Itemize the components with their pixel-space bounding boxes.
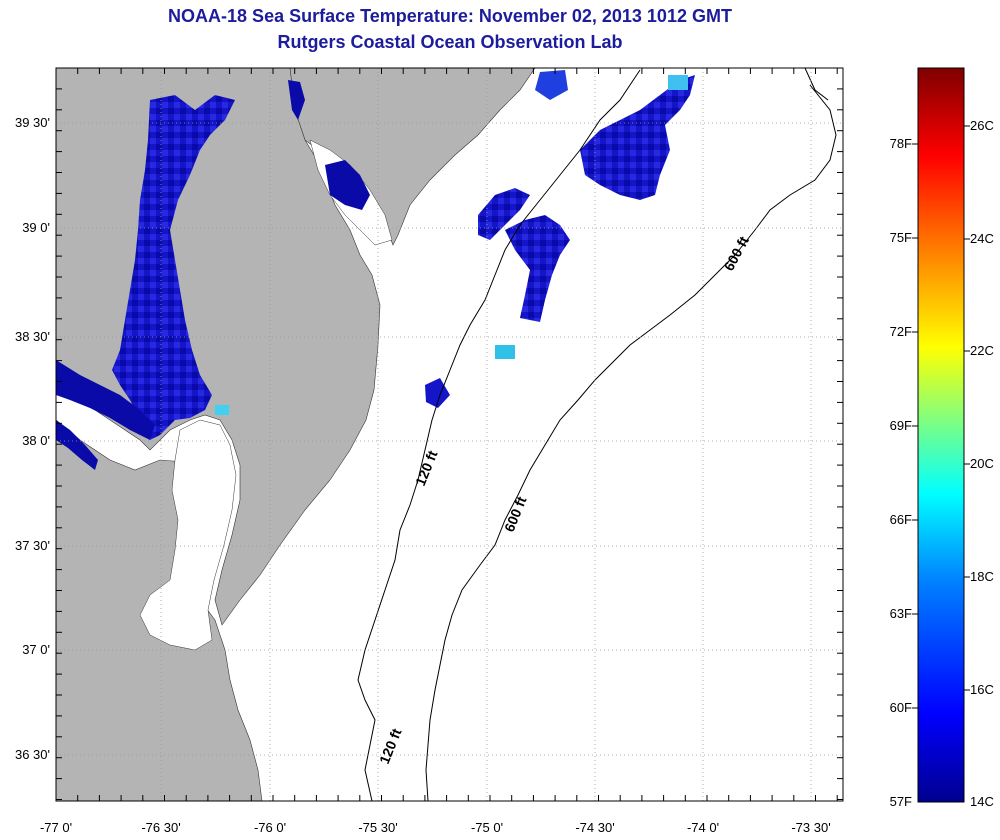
- sst-rappahannock: [56, 420, 98, 470]
- map-area: [56, 68, 843, 801]
- colorbar-c-label: 14C: [970, 794, 994, 809]
- contour-top: [804, 68, 829, 101]
- contour-600ft: [425, 84, 837, 801]
- sst-potomac: [56, 360, 155, 440]
- lat-tick: 36 30': [15, 747, 50, 762]
- sst-offshore-mid: [505, 215, 570, 322]
- sst-warm-spot-2: [668, 75, 688, 90]
- colorbar-c-label: 24C: [970, 231, 994, 246]
- colorbar-f-label: 66F: [890, 512, 912, 527]
- lon-tick: -76 0': [254, 820, 286, 835]
- sst-chesapeake: [112, 95, 235, 440]
- colorbar-f-label: 75F: [890, 230, 912, 245]
- colorbar-f-label: 69F: [890, 418, 912, 433]
- sst-warm-spot-3: [215, 405, 229, 415]
- lat-axis: 39 30' 39 0' 38 30' 38 0' 37 30' 37 0' 3…: [15, 115, 50, 762]
- colorbar-c-label: 26C: [970, 118, 994, 133]
- map-frame: [55, 67, 844, 802]
- lat-tick: 37 0': [22, 642, 50, 657]
- lat-tick: 37 30': [15, 538, 50, 553]
- sst-offshore-topright: [535, 70, 568, 100]
- lat-tick: 39 0': [22, 220, 50, 235]
- colorbar-f-label: 72F: [890, 324, 912, 339]
- lon-tick: -74 30': [575, 820, 614, 835]
- lat-tick: 39 30': [15, 115, 50, 130]
- colorbar-ticks: [912, 125, 970, 709]
- land-delmarva: [56, 68, 381, 626]
- colorbar-c-label: 20C: [970, 456, 994, 471]
- lat-tick: 38 0': [22, 433, 50, 448]
- chesapeake-bay: [139, 419, 237, 651]
- contour-120ft: [357, 69, 641, 801]
- colorbar-f-label: 60F: [890, 700, 912, 715]
- sst-delaware: [325, 160, 370, 210]
- colorbar-c-label: 18C: [970, 569, 994, 584]
- colorbar: 78F 75F 72F 69F 66F 63F 60F 57F 26C 24C …: [890, 67, 994, 809]
- frame-ticks: [55, 67, 843, 801]
- lon-axis: -77 0' -76 30' -76 0' -75 30' -75 0' -74…: [40, 820, 831, 835]
- colorbar-c-label: 22C: [970, 343, 994, 358]
- colorbar-f-label: 57F: [890, 794, 912, 809]
- map-subtitle: Rutgers Coastal Ocean Observation Lab: [277, 32, 623, 52]
- lon-tick: -75 30': [358, 820, 397, 835]
- lon-tick: -74 0': [687, 820, 719, 835]
- lon-tick: -73 30': [791, 820, 830, 835]
- sst-offshore-north: [580, 75, 695, 200]
- lon-tick: -77 0': [40, 820, 72, 835]
- colorbar-c-label: 16C: [970, 682, 994, 697]
- lat-tick: 38 30': [15, 329, 50, 344]
- colorbar-f-label: 63F: [890, 606, 912, 621]
- lon-tick: -75 0': [471, 820, 503, 835]
- sst-offshore-west: [478, 188, 530, 240]
- sst-warm-spot: [495, 345, 515, 359]
- colorbar-f-label: 78F: [890, 136, 912, 151]
- map-title: NOAA-18 Sea Surface Temperature: Novembe…: [168, 6, 732, 26]
- lon-tick: -76 30': [141, 820, 180, 835]
- colorbar-gradient: [917, 67, 965, 803]
- sst-delaware-upper: [288, 80, 305, 120]
